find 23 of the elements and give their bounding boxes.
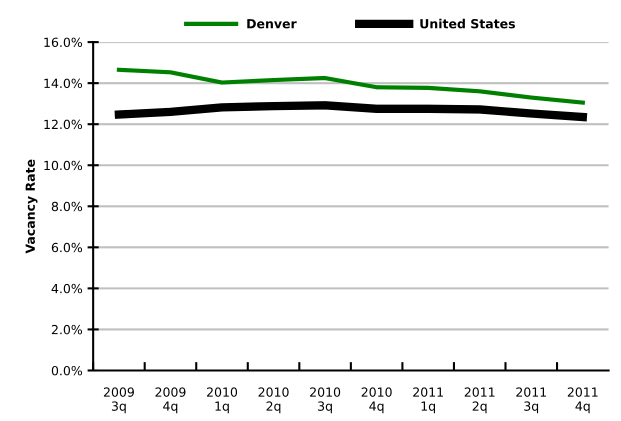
x-tick-label: 2009 4q bbox=[155, 387, 186, 414]
x-tick-label: 2011 4q bbox=[568, 387, 598, 414]
y-tick-label: 12.0% bbox=[44, 120, 82, 130]
y-tick-label: 4.0% bbox=[52, 284, 82, 294]
x-tick-label: 2010 3q bbox=[310, 387, 340, 414]
x-tick-label: 2010 4q bbox=[362, 387, 392, 414]
y-tick-label: 10.0% bbox=[44, 160, 82, 170]
y-tick-label: 6.0% bbox=[52, 242, 82, 252]
y-tick-label: 16.0% bbox=[44, 38, 82, 48]
x-tick-label: 2010 2q bbox=[258, 387, 289, 414]
legend-label: United States bbox=[420, 18, 515, 28]
legend-label: Denver bbox=[247, 19, 297, 28]
y-tick-label: 8.0% bbox=[52, 202, 82, 212]
x-tick-label: 2010 1q bbox=[207, 387, 238, 414]
y-tick-label: 2.0% bbox=[52, 324, 82, 334]
x-tick-label: 2011 1q bbox=[413, 387, 443, 414]
y-tick-label: 0.0% bbox=[52, 366, 82, 376]
x-tick-label: 2011 2q bbox=[464, 387, 494, 414]
y-tick-label: 14.0% bbox=[44, 78, 82, 88]
x-tick-label: 2011 3q bbox=[516, 387, 546, 414]
y-axis-title: Vacancy Rate bbox=[26, 160, 38, 254]
x-tick-label: 2009 3q bbox=[104, 387, 134, 414]
line-series bbox=[116, 68, 585, 105]
